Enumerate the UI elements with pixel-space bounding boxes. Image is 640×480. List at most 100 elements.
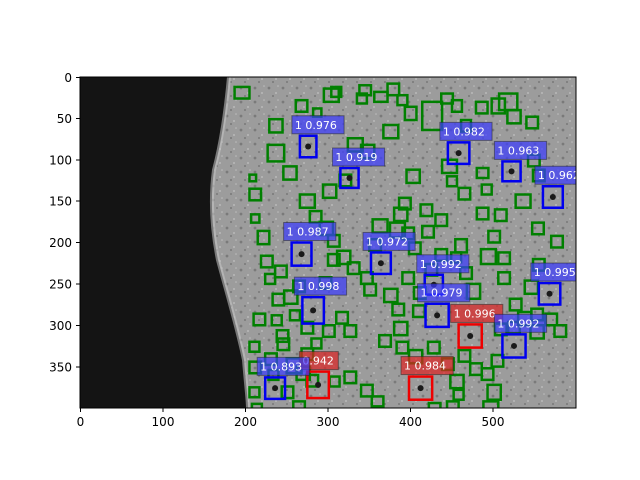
- detection-label: 1 0.962: [538, 169, 580, 182]
- candidate-box: [373, 90, 389, 104]
- crater-mark: [377, 260, 384, 267]
- candidate-box: [493, 208, 508, 223]
- x-tick: 0: [77, 408, 85, 429]
- y-tick-label: 250: [49, 278, 72, 292]
- crater-mark: [546, 290, 553, 297]
- candidate-box: [392, 206, 409, 223]
- detection: 1 0.919: [331, 147, 386, 190]
- candidate-box: [426, 340, 441, 355]
- candidate-box: [525, 115, 540, 130]
- candidate-box: [248, 173, 258, 183]
- candidate-box: [506, 108, 522, 125]
- detection-label-bg: [362, 231, 416, 251]
- detection: 1 0.979: [417, 283, 471, 329]
- x-tick: 500: [482, 408, 504, 429]
- candidate-box: [378, 333, 393, 349]
- y-tick: 100: [49, 154, 80, 168]
- y-tick-label: 50: [57, 112, 72, 126]
- detection-label-bg: [493, 140, 548, 160]
- detection-label: 1 0.976: [295, 119, 337, 132]
- y-tick: 250: [49, 278, 80, 292]
- candidate-box: [321, 183, 338, 200]
- detection-label: 1 0.979: [421, 287, 463, 300]
- candidate-box: [479, 247, 498, 266]
- detection-box: [306, 370, 331, 400]
- candidate-box: [275, 328, 290, 344]
- candidate-box: [270, 314, 283, 327]
- detection-box: [369, 251, 393, 276]
- detection: 1 0.996: [450, 303, 504, 349]
- candidate-box: [395, 340, 410, 355]
- detection-label: 1 0.919: [335, 151, 377, 164]
- candidate-box: [292, 400, 307, 408]
- candidate-box: [450, 98, 464, 114]
- x-tick-label: 300: [317, 415, 340, 429]
- detection-label-bg: [331, 147, 386, 167]
- candidate-box: [475, 166, 490, 180]
- candidate-box: [457, 348, 472, 363]
- candidate-box: [475, 206, 490, 221]
- shadow-edge: [209, 77, 250, 408]
- crater-mark: [310, 307, 317, 314]
- detection-label-bg: [293, 276, 348, 296]
- candidate-box: [321, 324, 336, 339]
- x-tick: 400: [399, 408, 422, 429]
- detection-label-bg: [283, 222, 337, 241]
- detection-label-bg: [417, 283, 471, 303]
- detection-label-bg: [416, 254, 470, 274]
- y-tick: 200: [49, 236, 80, 250]
- candidate-box: [263, 272, 277, 286]
- crater-mark: [508, 168, 515, 175]
- detection: 1 0.972: [362, 231, 416, 276]
- candidate-box: [370, 395, 385, 408]
- candidate-box: [256, 229, 271, 246]
- candidate-box: [553, 324, 568, 339]
- candidate-box: [420, 100, 444, 132]
- detection-label: 1 0.982: [443, 125, 485, 138]
- candidate-box: [419, 203, 434, 218]
- x-tick-label: 0: [77, 415, 85, 429]
- candidate-box: [252, 312, 267, 327]
- crater-mark: [549, 193, 556, 200]
- candidate-box: [427, 401, 442, 408]
- detection-box: [446, 141, 471, 166]
- candidate-box: [514, 193, 532, 209]
- detection: 1 0.976: [291, 115, 345, 159]
- candidate-box: [330, 85, 343, 99]
- candidate-box: [249, 213, 261, 224]
- x-tick-label: 200: [234, 415, 257, 429]
- detection-label: 1 0.963: [497, 144, 539, 157]
- candidate-box: [497, 271, 512, 286]
- candidate-box: [457, 186, 472, 201]
- detection-label-bg: [400, 356, 454, 376]
- candidate-box: [434, 213, 449, 228]
- candidate-box: [326, 252, 341, 267]
- detection-label: 1 0.992: [497, 317, 539, 330]
- candidate-box: [288, 309, 302, 322]
- candidate-box: [248, 386, 261, 399]
- candidate-box: [276, 337, 291, 352]
- candidate-box: [386, 82, 401, 97]
- candidate-box: [282, 165, 298, 181]
- y-tick-label: 200: [49, 236, 72, 250]
- detection-label-bg: [534, 165, 576, 185]
- candidate-box: [259, 254, 274, 269]
- candidate-box: [382, 287, 399, 304]
- detection-label: 1 0.972: [366, 235, 408, 248]
- x-tick-label: 400: [399, 415, 422, 429]
- detection: 1 0.998: [293, 276, 348, 325]
- candidate-box: [396, 93, 409, 107]
- candidate-box: [449, 373, 465, 390]
- candidate-box: [497, 251, 512, 266]
- y-tick: 50: [57, 112, 80, 126]
- detection-box: [339, 166, 360, 190]
- candidate-box: [294, 98, 309, 114]
- crater-mark: [417, 385, 424, 392]
- candidate-box: [440, 158, 459, 175]
- candidate-box: [382, 123, 400, 140]
- candidate-box: [298, 193, 317, 209]
- y-tick: 150: [49, 195, 80, 209]
- detection-box: [407, 375, 434, 401]
- crater-mark: [298, 251, 305, 258]
- detection-box: [457, 323, 484, 349]
